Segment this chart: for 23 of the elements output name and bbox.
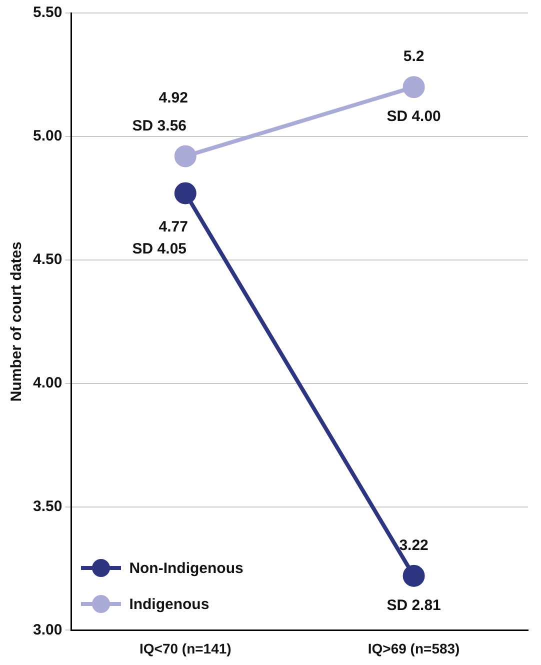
data-label: 5.2 (403, 48, 424, 66)
data-label: 4.92 (158, 89, 188, 106)
point (402, 564, 425, 587)
data-label: 3.22 (399, 537, 428, 554)
x-tick-label: IQ>69 (n=583) (368, 640, 460, 656)
annotation: SD 4.00 (386, 108, 441, 126)
y-tick-label: 3.50 (32, 498, 62, 515)
annotation: SD 4.05 (132, 240, 186, 258)
legend-label: Non-Indigenous (129, 560, 244, 577)
legend-label: Indigenous (129, 596, 210, 613)
point (174, 182, 196, 204)
annotation: SD 3.56 (132, 117, 186, 134)
point (402, 76, 425, 98)
y-tick-label: 4.50 (32, 251, 62, 268)
y-tick-label: 5.00 (32, 128, 62, 145)
y-axis-title: Number of court dates (8, 242, 26, 402)
y-tick-label: 3.00 (32, 621, 62, 638)
y-tick-label: 5.50 (32, 4, 62, 22)
point (174, 145, 196, 168)
data-label: 4.77 (158, 218, 188, 236)
annotation: SD 2.81 (386, 597, 441, 614)
y-tick-label: 4.00 (32, 374, 62, 392)
x-tick-label: IQ<70 (n=141) (139, 640, 232, 656)
